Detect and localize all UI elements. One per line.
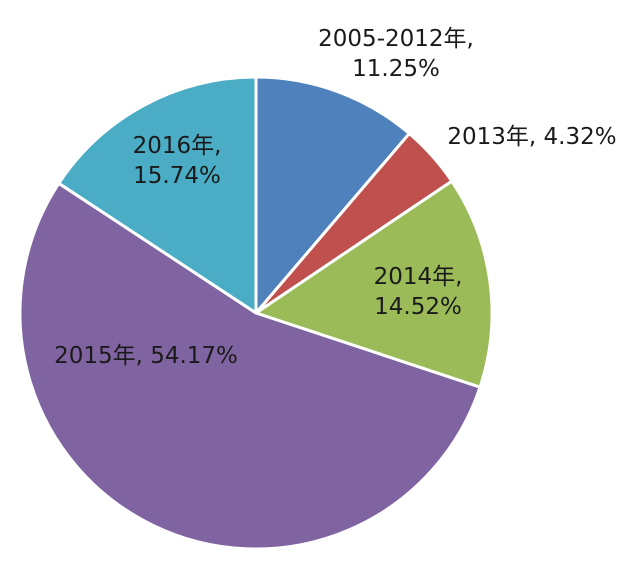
- pie-slice-0: [254, 75, 411, 315]
- pie-label-2: 2014年, 14.52%: [374, 264, 463, 320]
- pie-slice-3: [18, 181, 482, 551]
- pie-label-4: 2016年, 15.74%: [133, 133, 222, 189]
- pie-slices: [18, 75, 494, 551]
- pie-labels: 2005-2012年, 11.25% 2013年, 4.32% 2014年, 14.52…: [54, 26, 617, 369]
- pie-label-1: 2013年, 4.32%: [447, 124, 616, 150]
- pie-slice-4: [57, 75, 258, 315]
- pie-slice-2: [254, 179, 494, 389]
- pie-label-3: 2015年, 54.17%: [54, 343, 238, 369]
- pie-label-0: 2005-2012年, 11.25%: [318, 26, 474, 82]
